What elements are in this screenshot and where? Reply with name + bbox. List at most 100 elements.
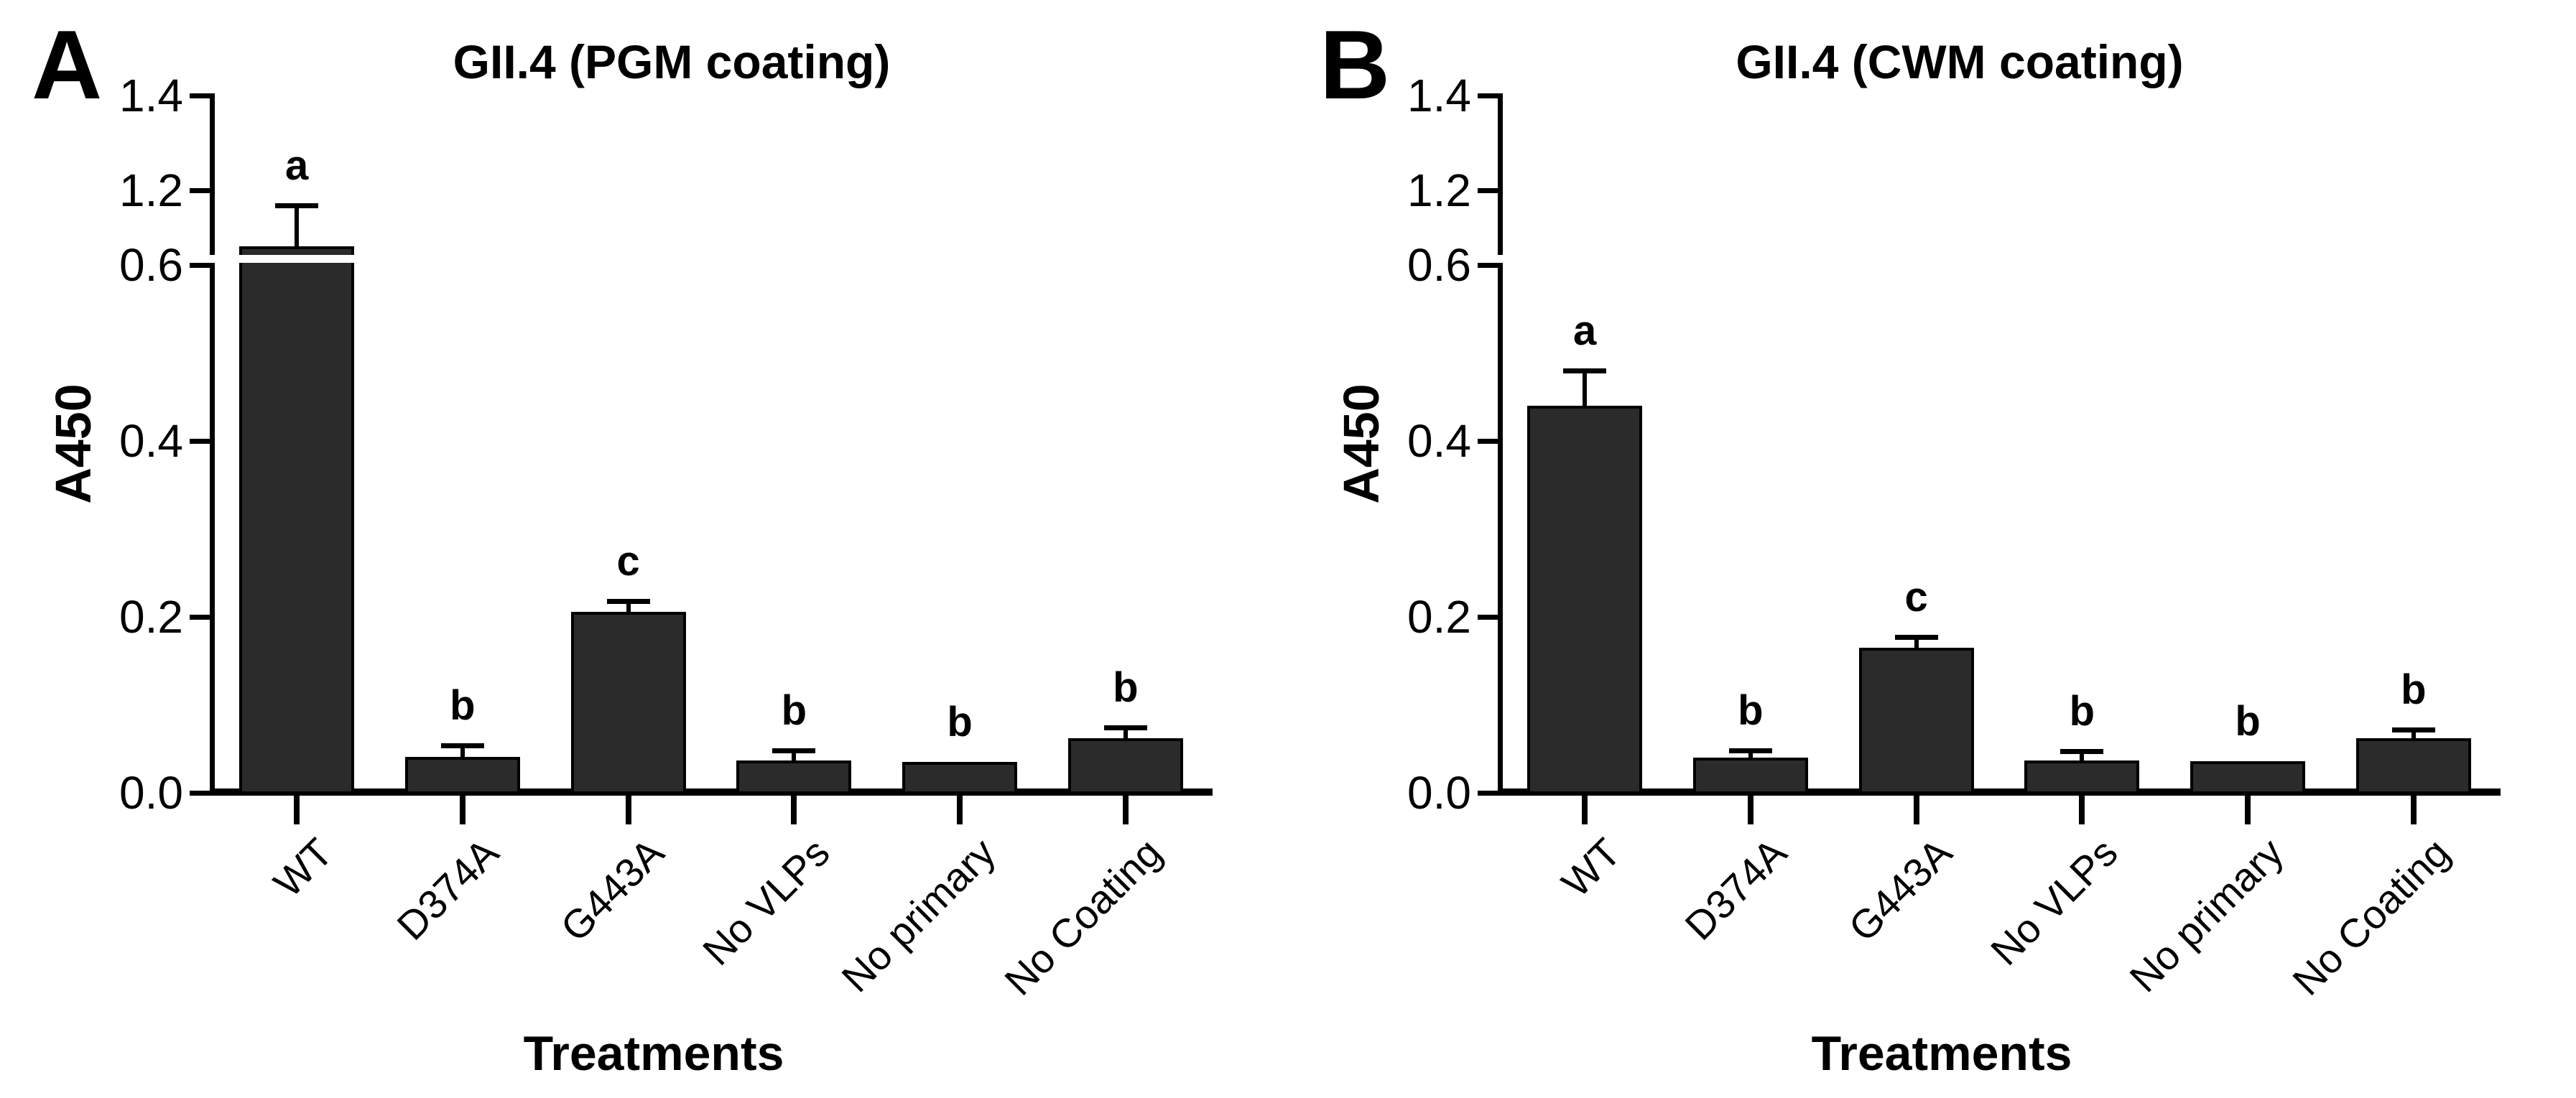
y-tick <box>1478 438 1498 444</box>
x-category-label: D374A <box>1675 829 1795 949</box>
y-tick <box>1478 614 1498 620</box>
error-bar-stem <box>1123 727 1128 739</box>
y-tick-label: 1.4 <box>1407 70 1471 121</box>
sig-letter: b <box>1113 664 1139 712</box>
sig-letter: b <box>2069 688 2095 735</box>
x-category-label: WT <box>1552 829 1629 906</box>
x-category-label: No VLPs <box>694 829 839 974</box>
y-tick-label: 0.2 <box>119 590 183 643</box>
y-tick <box>190 188 210 194</box>
x-category-label: G443A <box>1840 829 1961 950</box>
x-tick <box>459 796 465 824</box>
axis-break-gap <box>235 255 359 263</box>
x-tick <box>2245 796 2251 824</box>
bar <box>902 762 1018 791</box>
sig-letter: b <box>1738 687 1764 735</box>
y-tick <box>1478 188 1498 194</box>
bar <box>2355 738 2471 791</box>
panel-b-title: GII.4 (CWM coating) <box>1736 35 2184 88</box>
y-tick-label: 1.4 <box>119 70 183 121</box>
y-tick-label: 0.6 <box>119 238 183 291</box>
x-category-label: No primary <box>833 829 1004 1001</box>
bar <box>404 756 520 791</box>
x-category-label: No Coating <box>2283 829 2458 1004</box>
x-tick <box>791 796 797 824</box>
panel-b-letter: B <box>1320 10 1391 119</box>
x-tick <box>2079 796 2085 824</box>
sig-letter: b <box>450 681 476 729</box>
y-axis-line-upper <box>210 93 215 255</box>
error-bar-stem <box>295 205 300 246</box>
x-axis-line <box>210 788 1213 796</box>
panel-b-x-axis-title: Treatments <box>1811 1026 2072 1081</box>
error-bar-stem <box>1748 750 1753 758</box>
x-tick <box>625 796 631 824</box>
sig-letter: a <box>1573 307 1597 354</box>
x-tick <box>1913 796 1919 824</box>
x-tick <box>2410 796 2417 824</box>
y-tick-label: 0.6 <box>1407 238 1471 291</box>
y-tick-label: 0.0 <box>1407 767 1471 819</box>
sig-letter: b <box>2401 666 2427 713</box>
error-bar-cap <box>1894 635 1938 641</box>
panel-a-plot-area: 0.0 0.2 0.4 0.6 1.2 1.4 a WT b D374A c G443A b No VLP… <box>119 70 1213 1004</box>
y-tick <box>190 93 210 98</box>
y-tick-label: 0.4 <box>119 414 183 467</box>
sig-letter: a <box>285 141 309 189</box>
bar <box>1527 405 1643 791</box>
panel-b: B GII.4 (CWM coating) A450 Treatments 0.… <box>1288 0 2576 1098</box>
x-category-label: No VLPs <box>1982 829 2127 974</box>
x-tick <box>1582 796 1588 824</box>
panel-a: A GII.4 (PGM coating) A450 Treatments 0.… <box>32 16 1213 1081</box>
y-tick-label: 0.0 <box>119 767 183 819</box>
y-tick-label: 0.4 <box>1407 414 1471 467</box>
y-tick <box>190 262 210 268</box>
error-bar-cap <box>2391 727 2435 732</box>
sig-letter: c <box>1904 574 1928 621</box>
panel-b-plot-area: 0.0 0.2 0.4 0.6 1.2 1.4 a WT b D374A c G443A b No VLP… <box>1288 0 2576 1098</box>
y-tick-label: 0.2 <box>1407 590 1471 643</box>
error-bar-cap <box>1103 725 1147 731</box>
bar <box>1858 647 1974 791</box>
y-tick <box>190 791 210 796</box>
x-category-label: WT <box>264 829 341 906</box>
y-tick-label: 1.2 <box>119 164 183 217</box>
x-tick <box>957 796 963 824</box>
x-tick <box>1747 796 1753 824</box>
y-tick-label: 1.2 <box>1407 164 1471 217</box>
error-bar-stem <box>2080 751 2085 760</box>
x-tick <box>1122 796 1129 824</box>
error-bar-cap <box>1563 368 1607 373</box>
x-category-label: No primary <box>2121 829 2292 1001</box>
bar <box>570 611 686 791</box>
error-bar-stem <box>2411 729 2416 739</box>
panel-a-x-axis-title: Treatments <box>523 1026 784 1081</box>
error-bar-cap <box>275 203 319 208</box>
error-bar-cap <box>606 598 650 604</box>
bar <box>2024 760 2140 791</box>
x-axis-line <box>1498 788 2501 796</box>
sig-letter: b <box>947 699 973 746</box>
bar <box>239 246 355 791</box>
sig-letter: b <box>781 687 807 735</box>
sig-letter: b <box>2235 697 2261 745</box>
x-category-label: D374A <box>387 829 507 949</box>
bar <box>2190 760 2306 791</box>
error-bar-stem <box>626 600 631 612</box>
error-bar-stem <box>1914 637 1919 648</box>
x-tick <box>294 796 300 824</box>
error-bar-stem <box>792 750 797 760</box>
y-tick <box>1478 791 1498 796</box>
error-bar-stem <box>1583 370 1588 406</box>
bar <box>736 760 852 791</box>
y-tick <box>1478 262 1498 268</box>
bar <box>1692 757 1808 791</box>
x-category-label: No Coating <box>995 829 1170 1004</box>
error-bar-cap <box>1728 748 1772 754</box>
error-bar-cap <box>772 748 816 754</box>
y-axis-line-lower <box>1498 263 1503 791</box>
y-axis-line-lower <box>210 263 215 791</box>
y-tick <box>190 438 210 444</box>
x-category-label: G443A <box>552 829 673 950</box>
